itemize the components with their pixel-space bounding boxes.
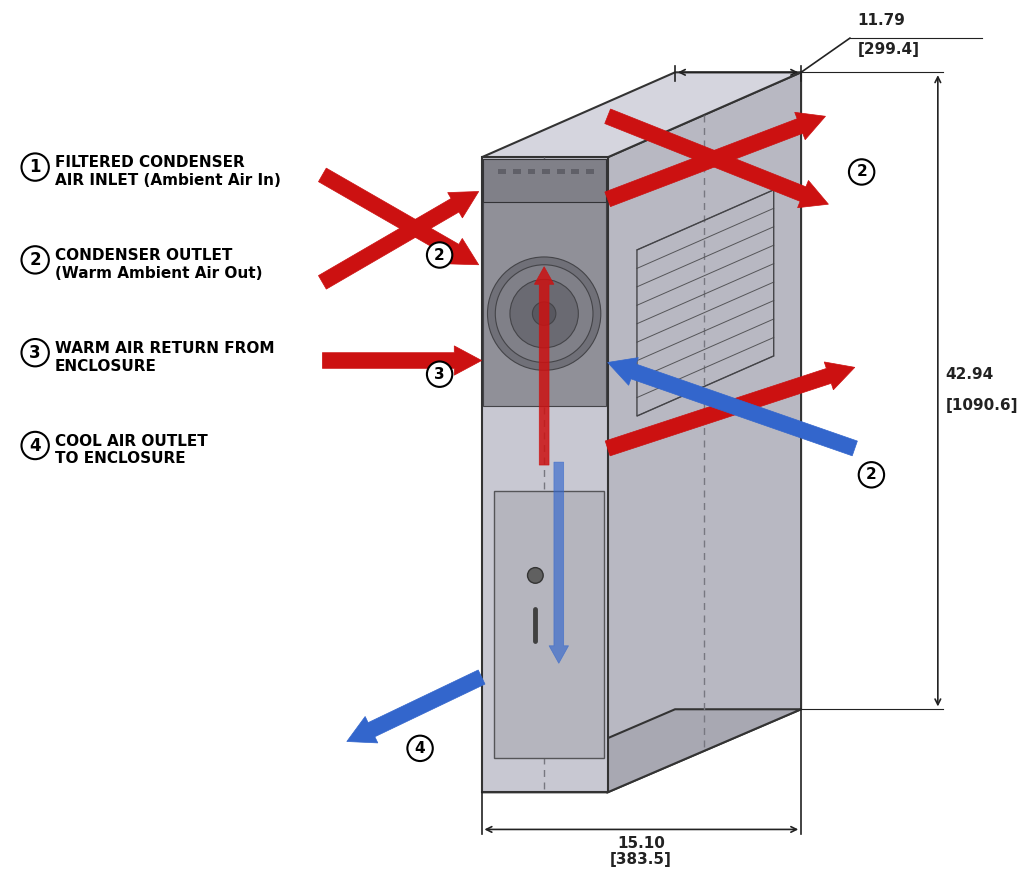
Polygon shape — [608, 358, 857, 456]
Text: TO ENCLOSURE: TO ENCLOSURE — [54, 452, 185, 467]
Polygon shape — [608, 72, 801, 792]
Circle shape — [22, 154, 49, 180]
Circle shape — [22, 431, 49, 459]
Bar — [527, 169, 536, 174]
Text: [383.5]: [383.5] — [610, 852, 671, 867]
Text: 15.10: 15.10 — [617, 836, 665, 851]
Bar — [586, 169, 594, 174]
Text: 2: 2 — [434, 248, 445, 263]
Text: FILTERED CONDENSER: FILTERED CONDENSER — [54, 156, 245, 171]
Circle shape — [849, 159, 875, 185]
Circle shape — [510, 279, 579, 347]
Text: 4: 4 — [414, 741, 426, 756]
Circle shape — [22, 339, 49, 366]
Text: 4: 4 — [30, 437, 41, 454]
Bar — [513, 169, 521, 174]
Polygon shape — [482, 72, 801, 157]
Text: 3: 3 — [30, 344, 41, 362]
Text: 2: 2 — [30, 251, 41, 269]
Polygon shape — [482, 709, 801, 792]
Circle shape — [487, 257, 600, 370]
Text: 1: 1 — [30, 158, 41, 176]
Polygon shape — [535, 267, 554, 465]
Text: 2: 2 — [866, 468, 877, 483]
Text: 42.94: 42.94 — [946, 367, 994, 382]
Text: CONDENSER OUTLET: CONDENSER OUTLET — [54, 248, 232, 263]
Circle shape — [427, 242, 452, 268]
Text: ENCLOSURE: ENCLOSURE — [54, 359, 156, 374]
Polygon shape — [549, 462, 568, 663]
Text: 3: 3 — [434, 367, 445, 382]
Text: (Warm Ambient Air Out): (Warm Ambient Air Out) — [54, 266, 262, 281]
Circle shape — [407, 735, 433, 761]
Polygon shape — [482, 159, 605, 407]
Polygon shape — [319, 192, 479, 289]
Circle shape — [533, 302, 556, 325]
Bar — [557, 169, 564, 174]
Polygon shape — [604, 112, 825, 207]
Circle shape — [427, 362, 452, 387]
Polygon shape — [482, 157, 608, 792]
Circle shape — [22, 247, 49, 273]
Text: [299.4]: [299.4] — [857, 42, 920, 57]
Bar — [542, 169, 550, 174]
Circle shape — [858, 462, 884, 487]
Polygon shape — [346, 670, 485, 743]
Circle shape — [527, 568, 543, 583]
Bar — [572, 169, 580, 174]
Bar — [499, 169, 506, 174]
Polygon shape — [482, 159, 605, 202]
Polygon shape — [319, 168, 479, 265]
Polygon shape — [605, 362, 855, 456]
Circle shape — [495, 265, 593, 362]
Text: COOL AIR OUTLET: COOL AIR OUTLET — [54, 434, 208, 449]
Text: 11.79: 11.79 — [857, 13, 906, 28]
Text: WARM AIR RETURN FROM: WARM AIR RETURN FROM — [54, 341, 274, 356]
Polygon shape — [494, 492, 603, 758]
Text: 2: 2 — [856, 164, 867, 179]
Polygon shape — [604, 109, 829, 208]
Text: [1090.6]: [1090.6] — [946, 398, 1018, 413]
Polygon shape — [323, 346, 482, 375]
Text: AIR INLET (Ambient Air In): AIR INLET (Ambient Air In) — [54, 173, 281, 188]
